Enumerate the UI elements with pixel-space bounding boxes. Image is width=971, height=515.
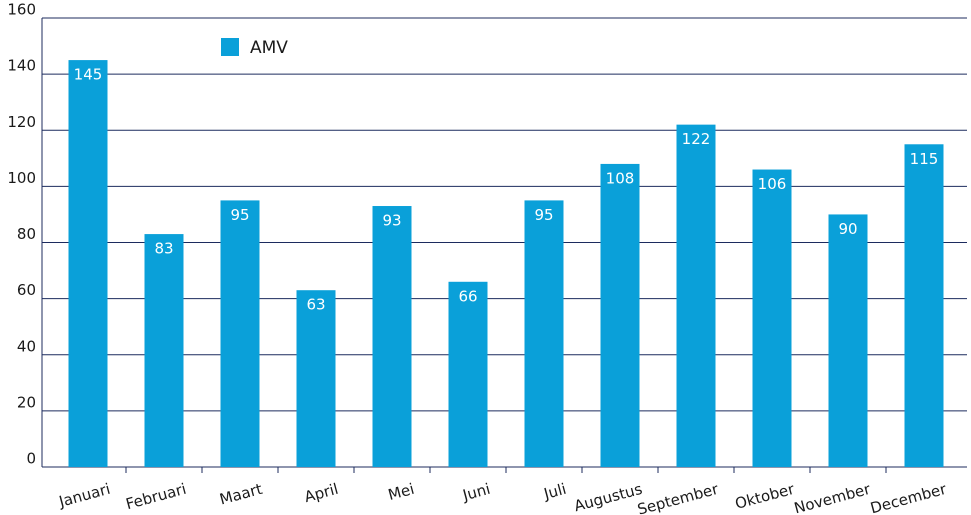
y-tick-label: 60 xyxy=(17,281,36,299)
x-tick-label: Februari xyxy=(124,480,188,513)
x-tick-label: Oktober xyxy=(733,480,797,513)
y-tick-label: 100 xyxy=(7,169,36,187)
y-tick-label: 40 xyxy=(17,337,36,355)
x-tick-label: December xyxy=(868,480,949,515)
y-tick-label: 160 xyxy=(7,1,36,19)
y-tick-label: 80 xyxy=(17,225,36,243)
y-tick-label: 0 xyxy=(26,450,36,468)
bar xyxy=(904,144,944,467)
bar xyxy=(372,206,412,468)
legend-swatch xyxy=(221,38,239,56)
bar xyxy=(144,234,184,467)
legend-label: AMV xyxy=(250,38,288,58)
x-tick-label: September xyxy=(635,480,721,515)
y-tick-label: 20 xyxy=(17,393,36,411)
x-tick-label: Juli xyxy=(541,480,568,503)
value-label: 66 xyxy=(458,287,477,305)
x-tick-label: Mei xyxy=(386,480,416,504)
bar xyxy=(828,214,868,467)
x-tick-label: Augustus xyxy=(572,480,644,515)
bar xyxy=(600,163,640,468)
value-label: 122 xyxy=(682,130,711,148)
bar xyxy=(220,200,260,467)
y-tick-label: 120 xyxy=(7,113,36,131)
value-label: 95 xyxy=(534,206,553,224)
value-label: 90 xyxy=(838,220,857,238)
bar xyxy=(752,169,792,467)
x-tick-label: Juni xyxy=(460,480,492,505)
bar xyxy=(676,124,716,467)
x-tick-label: April xyxy=(302,480,340,506)
x-tick-label: Maart xyxy=(218,480,265,509)
bar xyxy=(524,200,564,467)
value-label: 115 xyxy=(910,150,939,168)
value-label: 83 xyxy=(154,240,173,258)
value-label: 145 xyxy=(74,66,103,84)
value-label: 93 xyxy=(382,212,401,230)
y-tick-label: 140 xyxy=(7,57,36,75)
x-tick-label: November xyxy=(792,480,873,515)
value-label: 63 xyxy=(306,296,325,314)
value-label: 95 xyxy=(230,206,249,224)
value-label: 106 xyxy=(758,175,787,193)
bar xyxy=(448,281,488,467)
value-label: 108 xyxy=(606,169,635,187)
bar xyxy=(296,290,336,467)
x-tick-label: Januari xyxy=(56,480,112,511)
bar xyxy=(68,60,108,467)
